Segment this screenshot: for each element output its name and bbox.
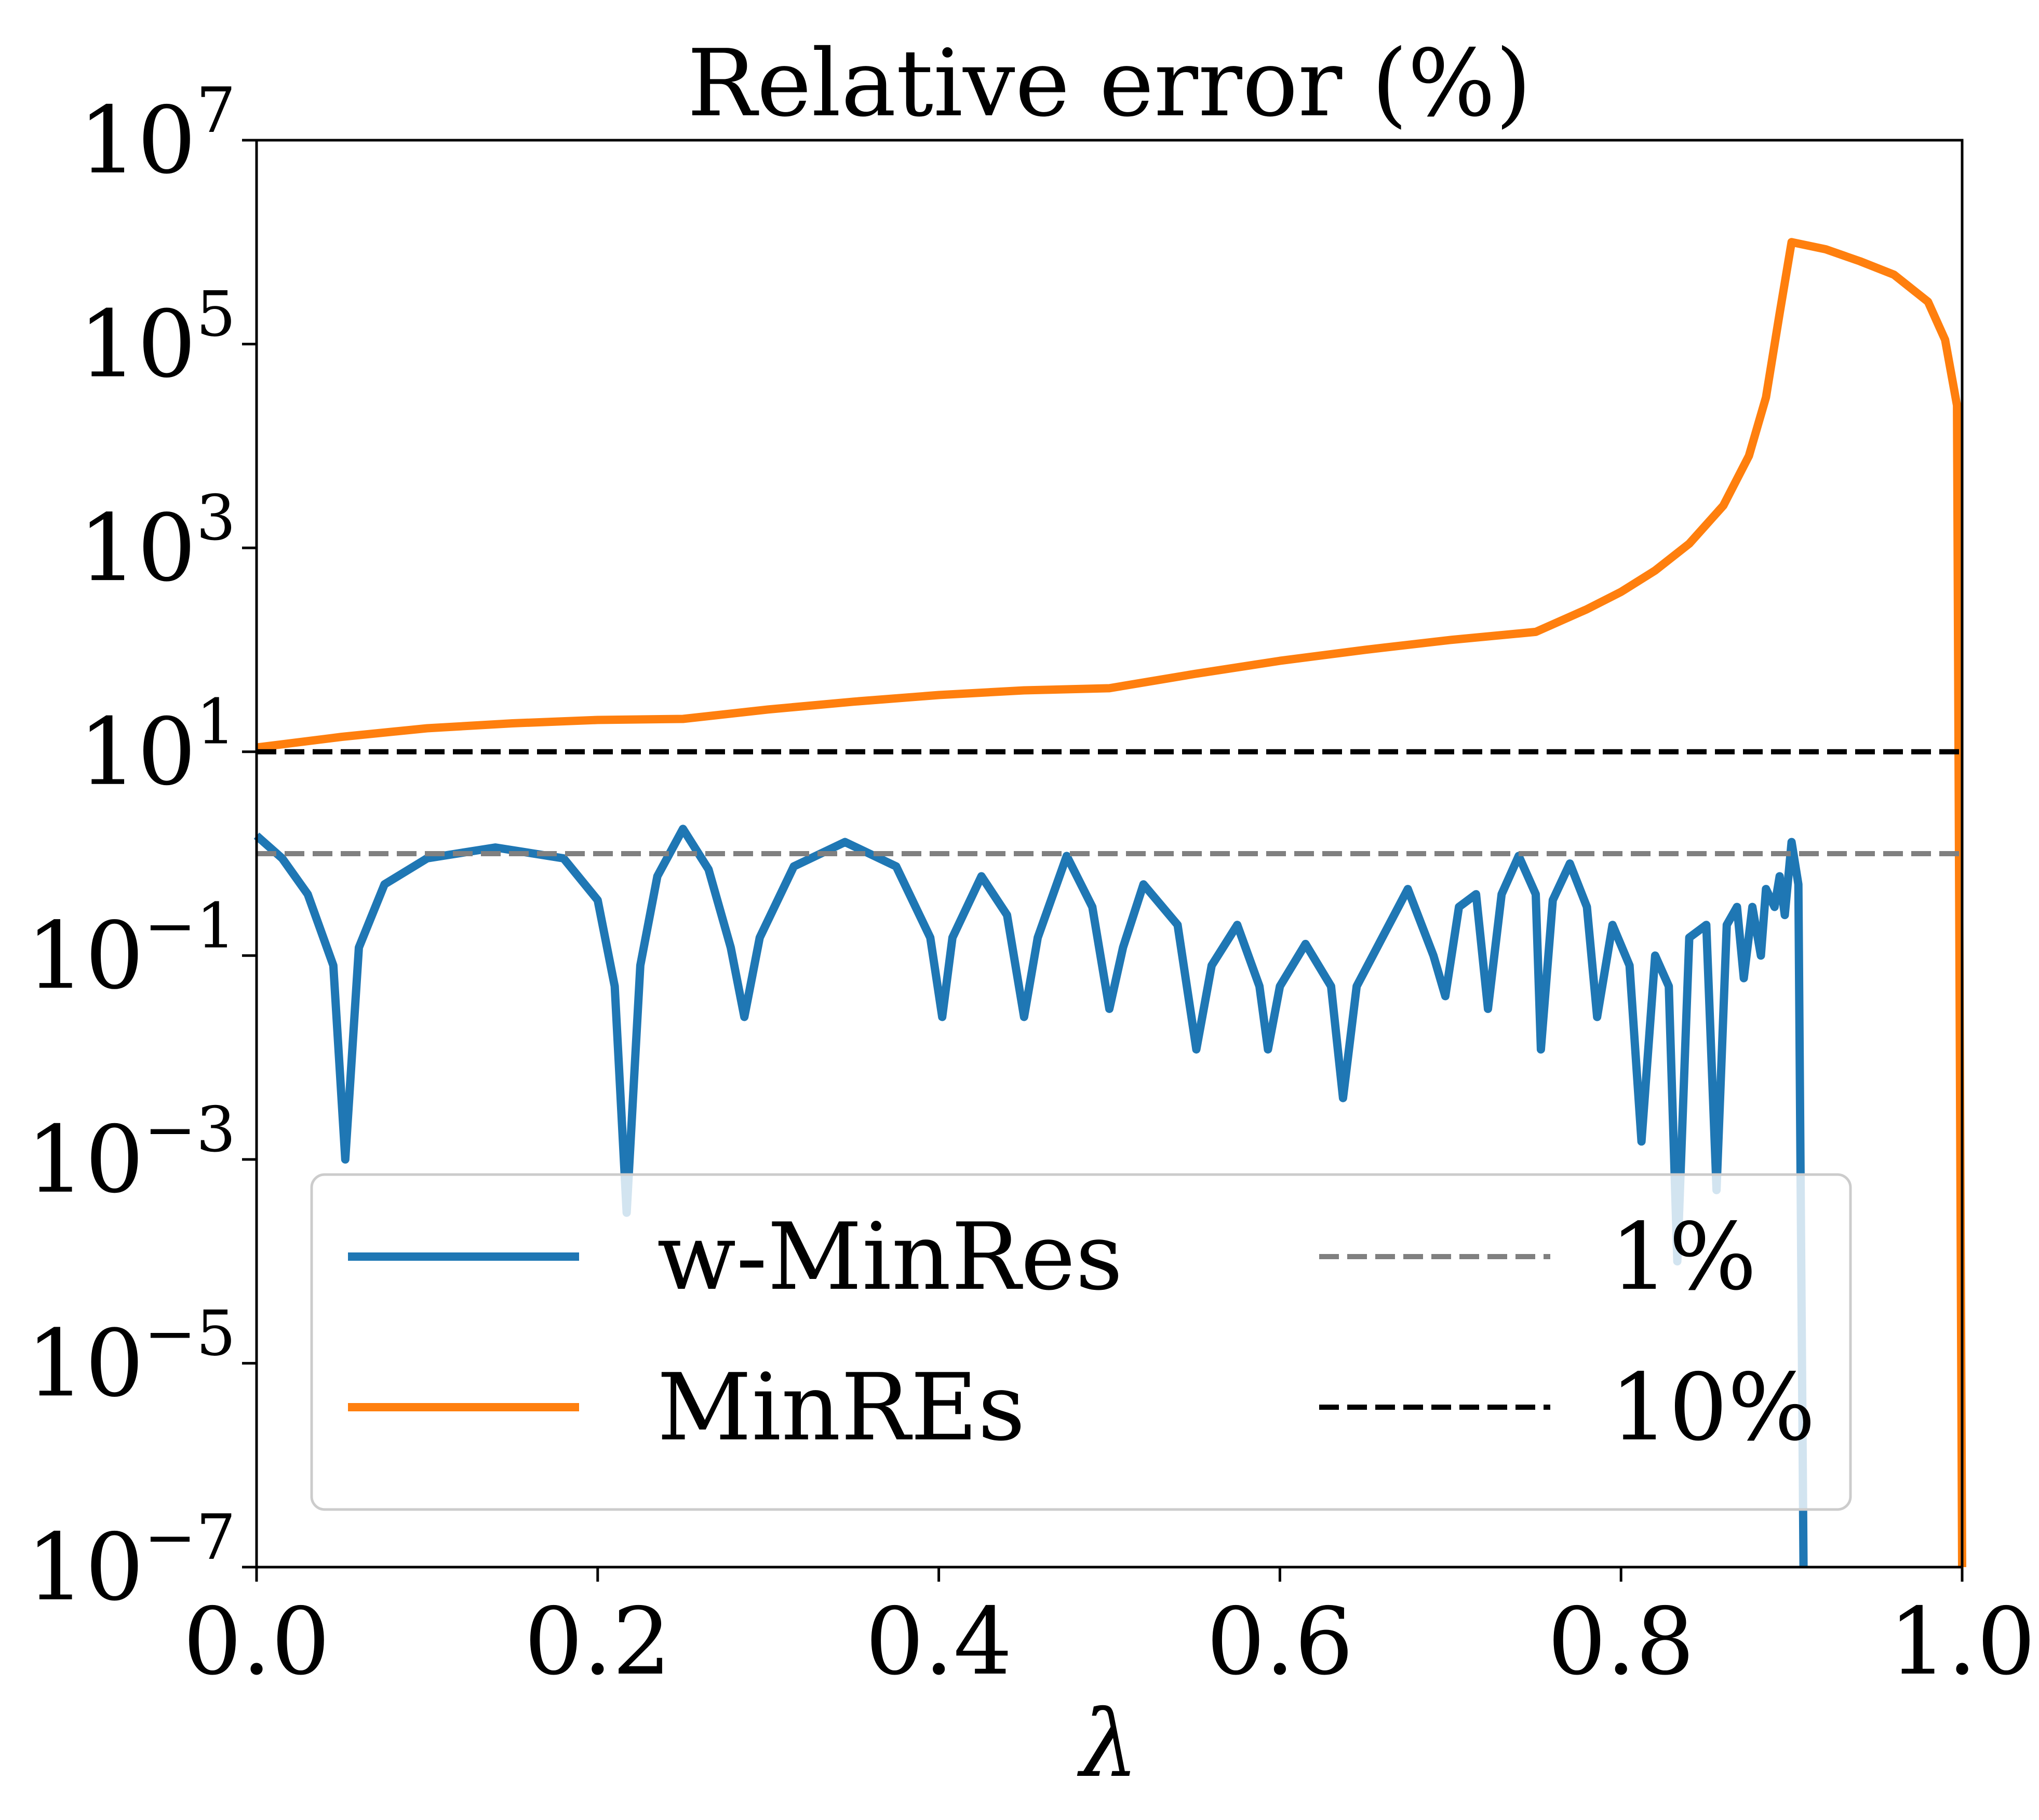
x-tick-label: 1.0	[1888, 1588, 2035, 1695]
x-tick-label: 0.2	[524, 1588, 671, 1695]
chart-title: Relative error (%)	[687, 30, 1532, 137]
plot-frame	[255, 139, 1964, 1569]
legend: w-MinRes MinREs 1% 10%	[310, 1173, 1852, 1511]
x-tick-label: 0.0	[183, 1588, 330, 1695]
series-layer	[253, 238, 1966, 1568]
legend-label: MinREs	[657, 1354, 1025, 1461]
y-axis: 10−7 10−5 10−3 10−1 101 103 105 107	[26, 75, 257, 1621]
x-axis: 0.0 0.2 0.4 0.6 0.8 1.0	[183, 1567, 2036, 1695]
y-tick-label: 10−5	[26, 1298, 236, 1417]
x-tick-label: 0.6	[1206, 1588, 1353, 1695]
x-tick-label: 0.4	[865, 1588, 1012, 1695]
y-tick-label: 107	[78, 75, 236, 194]
legend-label: 10%	[1610, 1354, 1816, 1461]
y-tick-label: 10−1	[26, 890, 236, 1009]
y-tick-label: 103	[78, 482, 236, 602]
y-tick-label: 101	[78, 686, 236, 806]
series-line-1	[256, 238, 1966, 1568]
legend-label: w-MinRes	[657, 1203, 1123, 1311]
y-tick-label: 10−3	[26, 1094, 236, 1214]
legend-label: 1%	[1610, 1203, 1756, 1311]
x-axis-label: λ	[1077, 1690, 1139, 1798]
x-tick-label: 0.8	[1548, 1588, 1695, 1695]
y-tick-label: 105	[78, 279, 236, 398]
series-line-0	[253, 825, 1808, 1568]
y-tick-label: 10−7	[26, 1502, 236, 1621]
